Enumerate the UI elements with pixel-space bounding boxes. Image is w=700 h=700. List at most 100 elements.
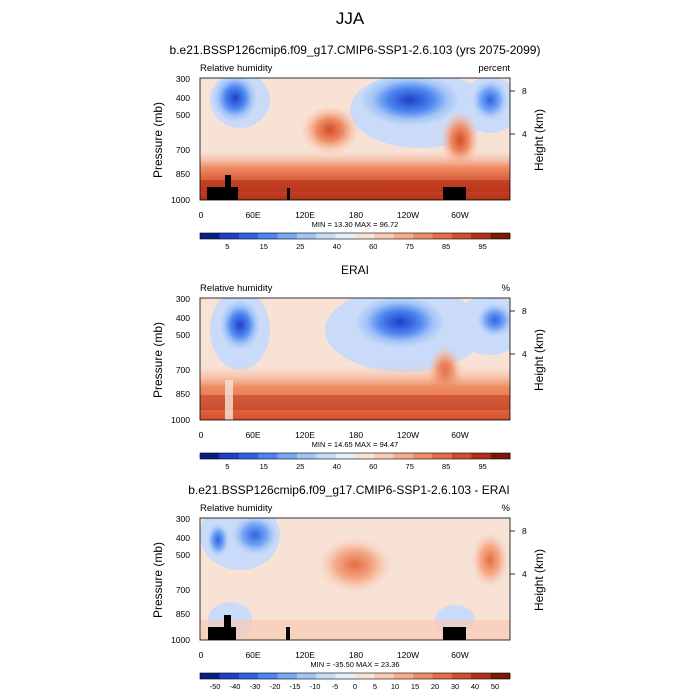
colorbar-swatch <box>374 453 395 459</box>
y-tick-label: 500 <box>176 110 190 120</box>
y-tick-label: 400 <box>176 313 190 323</box>
colorbar-swatch <box>355 673 375 679</box>
colorbar: -50 -40 -30 -20 -15 -10 -5 0 5 10 15 20 30 40 50 <box>199 672 511 691</box>
colorbar-label: 75 <box>406 462 414 471</box>
colorbar-swatch <box>451 673 472 679</box>
right-label: % <box>502 283 511 294</box>
y2-tick-label: 4 <box>522 349 527 359</box>
left-label: Relative humidity <box>200 283 273 294</box>
colorbar-label: 25 <box>296 242 304 251</box>
colorbar-swatch <box>335 673 356 679</box>
y2-axis: 8 4 <box>510 526 527 579</box>
colorbar-label: -10 <box>310 682 321 691</box>
x-axis: 0 60E 120E 180 120W 60W <box>199 650 469 660</box>
colorbar-label: -30 <box>250 682 261 691</box>
stats-text: MIN = 14.65 MAX = 94.47 <box>312 440 399 449</box>
y-tick-label: 1000 <box>171 195 190 205</box>
y-tick-label: 700 <box>176 145 190 155</box>
plot-frame <box>199 297 511 421</box>
colorbar-swatch <box>471 453 491 459</box>
x-axis: 0 60E 120E 180 120W 60W <box>199 430 469 440</box>
x-tick-label: 180 <box>349 430 363 440</box>
y-tick-label: 850 <box>176 389 190 399</box>
colorbar-swatch <box>277 673 298 679</box>
colorbar-swatch <box>432 233 453 239</box>
colorbar-label: 15 <box>260 462 268 471</box>
colorbar-swatch <box>335 233 356 239</box>
plot-frame <box>199 77 511 201</box>
y2-axis-title: Height (km) <box>532 109 546 171</box>
colorbar-swatch <box>432 453 453 459</box>
y-tick-label: 850 <box>176 169 190 179</box>
colorbar-swatch <box>219 233 240 239</box>
colorbar-label: 0 <box>353 682 357 691</box>
y-tick-label: 300 <box>176 74 190 84</box>
right-label: % <box>502 503 511 514</box>
plot-frame <box>199 517 511 641</box>
y2-axis-title: Height (km) <box>532 549 546 611</box>
colorbar-label: 85 <box>442 462 450 471</box>
y-tick-label: 700 <box>176 365 190 375</box>
colorbar-label: 40 <box>333 242 341 251</box>
colorbar-swatch <box>200 453 220 459</box>
y-tick-label: 1000 <box>171 635 190 645</box>
panel-erai: ERAI Relative humidity % 0 60E 120E 180 … <box>151 263 546 471</box>
x-tick-label: 60W <box>451 210 468 220</box>
colorbar-swatch <box>432 673 453 679</box>
x-tick-label: 180 <box>349 210 363 220</box>
panel-title: b.e21.BSSP126cmip6.f09_g17.CMIP6-SSP1-2.… <box>170 43 541 57</box>
colorbar-label: 40 <box>471 682 479 691</box>
heatmap-field <box>200 298 510 420</box>
colorbar-label: 50 <box>491 682 499 691</box>
colorbar-label: 30 <box>451 682 459 691</box>
colorbar-label: 5 <box>373 682 377 691</box>
colorbar-swatch <box>200 233 220 239</box>
colorbar-swatch <box>335 453 356 459</box>
y-tick-label: 1000 <box>171 415 190 425</box>
colorbar-label: -5 <box>332 682 339 691</box>
x-tick-label: 120W <box>397 210 419 220</box>
colorbar-label: 25 <box>296 462 304 471</box>
colorbar-label: 95 <box>478 462 486 471</box>
colorbar-swatch <box>413 453 433 459</box>
colorbar-label: -20 <box>270 682 281 691</box>
colorbar-swatch <box>451 233 472 239</box>
x-tick-label: 120E <box>295 430 315 440</box>
colorbar-swatch <box>355 233 375 239</box>
x-tick-label: 180 <box>349 650 363 660</box>
colorbar-swatch <box>258 453 278 459</box>
colorbar-frame <box>199 672 511 680</box>
colorbar-swatch <box>219 673 240 679</box>
colorbar-swatch <box>200 673 220 679</box>
x-tick-label: 0 <box>199 210 204 220</box>
colorbar-swatch <box>393 233 414 239</box>
colorbar-swatch <box>296 233 317 239</box>
colorbar-frame <box>199 452 511 460</box>
colorbar-swatch <box>238 453 259 459</box>
colorbar-swatch <box>277 233 298 239</box>
figure-title: JJA <box>336 9 365 28</box>
x-tick-label: 60E <box>245 210 260 220</box>
colorbar-label: 15 <box>411 682 419 691</box>
colorbar-label: 60 <box>369 242 377 251</box>
x-tick-label: 120W <box>397 430 419 440</box>
panel-title: ERAI <box>341 263 369 277</box>
colorbar-label: -15 <box>290 682 301 691</box>
left-label: Relative humidity <box>200 503 273 514</box>
panel-title: b.e21.BSSP126cmip6.f09_g17.CMIP6-SSP1-2.… <box>188 483 510 497</box>
x-tick-label: 120E <box>295 210 315 220</box>
colorbar-label: 5 <box>225 242 229 251</box>
colorbar-swatch <box>413 673 433 679</box>
colorbar-label: -40 <box>230 682 241 691</box>
colorbar-swatch <box>316 233 336 239</box>
x-tick-label: 0 <box>199 650 204 660</box>
colorbar-swatch <box>258 233 278 239</box>
y-tick-label: 500 <box>176 330 190 340</box>
left-label: Relative humidity <box>200 63 273 74</box>
y2-tick-label: 8 <box>522 86 527 96</box>
colorbar-swatch <box>277 453 298 459</box>
y-tick-label: 500 <box>176 550 190 560</box>
x-tick-label: 60E <box>245 430 260 440</box>
colorbar-frame <box>199 232 511 240</box>
